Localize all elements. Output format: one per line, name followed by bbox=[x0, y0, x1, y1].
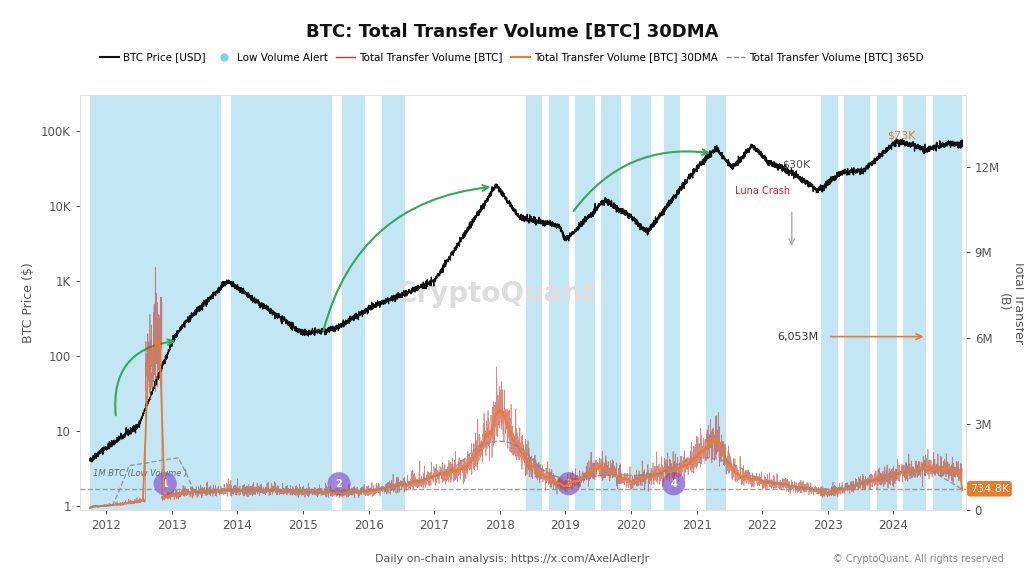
Point bbox=[331, 479, 347, 488]
Bar bbox=[664, 95, 680, 510]
Text: CryptoQuant: CryptoQuant bbox=[396, 280, 596, 308]
Point bbox=[666, 479, 682, 488]
Bar bbox=[903, 95, 927, 510]
Text: $30K: $30K bbox=[782, 159, 810, 169]
Y-axis label: BTC Price ($): BTC Price ($) bbox=[23, 262, 36, 343]
Bar bbox=[821, 95, 838, 510]
Bar bbox=[549, 95, 568, 510]
Bar bbox=[575, 95, 595, 510]
Text: 1M BTC (Low Volume ): 1M BTC (Low Volume ) bbox=[93, 469, 187, 479]
Bar bbox=[631, 95, 650, 510]
Text: 4: 4 bbox=[671, 479, 677, 488]
Bar bbox=[601, 95, 622, 510]
Bar bbox=[878, 95, 897, 510]
Text: 6,053M: 6,053M bbox=[777, 332, 818, 342]
Bar bbox=[342, 95, 366, 510]
Text: © CryptoQuant. All rights reserved: © CryptoQuant. All rights reserved bbox=[833, 554, 1004, 563]
Text: BTC: Total Transfer Volume [BTC] 30DMA: BTC: Total Transfer Volume [BTC] 30DMA bbox=[306, 23, 718, 41]
Bar bbox=[933, 95, 963, 510]
Text: $73K: $73K bbox=[887, 130, 915, 141]
Text: Daily on-chain analysis: https://x.com/AxelAdlerJr: Daily on-chain analysis: https://x.com/A… bbox=[375, 554, 649, 563]
Legend: BTC Price [USD], Low Volume Alert, Total Transfer Volume [BTC], Total Transfer V: BTC Price [USD], Low Volume Alert, Total… bbox=[96, 48, 928, 67]
Y-axis label: Total Transfer
(B): Total Transfer (B) bbox=[996, 260, 1024, 344]
Bar bbox=[90, 95, 221, 510]
Point bbox=[157, 479, 173, 488]
Point bbox=[560, 479, 577, 488]
Text: 2: 2 bbox=[336, 479, 342, 488]
Bar bbox=[707, 95, 726, 510]
Bar bbox=[382, 95, 404, 510]
Text: Luna Crash: Luna Crash bbox=[734, 186, 790, 196]
Text: 734.8K: 734.8K bbox=[970, 484, 1009, 494]
Bar bbox=[844, 95, 870, 510]
Bar bbox=[230, 95, 333, 510]
Text: 3: 3 bbox=[565, 479, 572, 488]
Text: 1: 1 bbox=[162, 479, 169, 488]
Bar bbox=[526, 95, 543, 510]
